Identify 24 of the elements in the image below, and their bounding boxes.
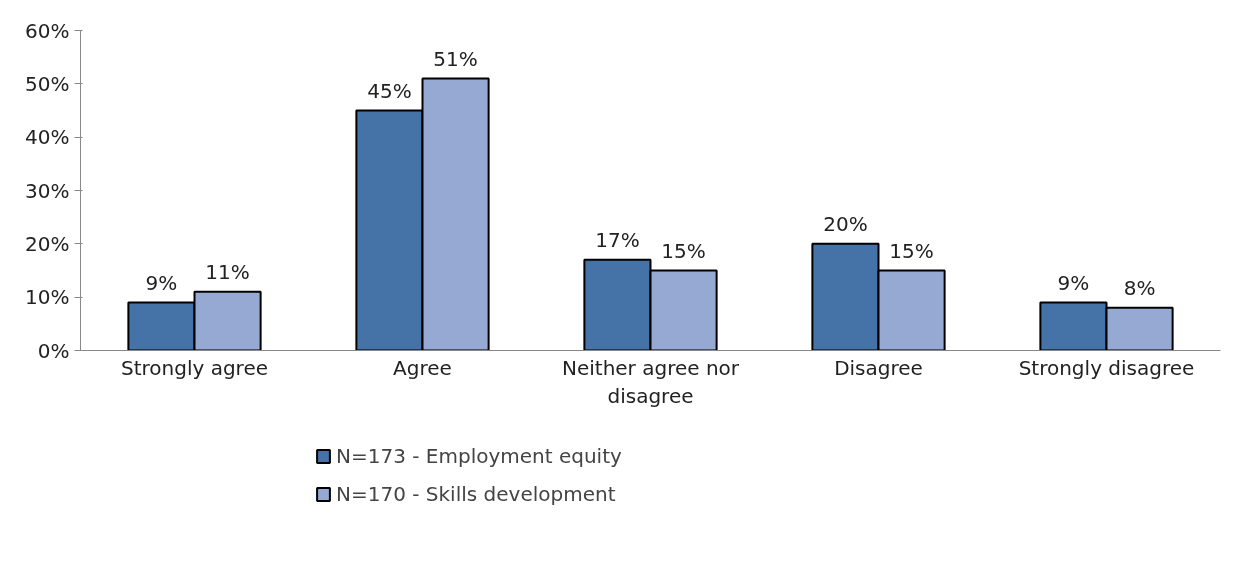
y-tick-label: 30% — [25, 178, 70, 203]
x-tick-label: Strongly agree — [120, 355, 269, 380]
data-label: 20% — [823, 211, 868, 236]
y-tick-label: 50% — [25, 71, 70, 96]
data-label: 17% — [595, 227, 640, 252]
x-tick-label: Strongly disagree — [1018, 355, 1195, 380]
data-label: 11% — [205, 259, 250, 284]
data-label: 51% — [433, 46, 478, 71]
data-label: 15% — [889, 238, 934, 263]
y-tick-label: 40% — [25, 125, 70, 150]
legend-label: N=170 - Skills development — [336, 482, 616, 506]
data-label: 45% — [367, 78, 412, 103]
x-tick-label: Neither agree nor disagree — [561, 355, 740, 409]
y-tick-label: 60% — [25, 18, 70, 43]
data-label: 15% — [661, 238, 706, 263]
data-label: 8% — [1123, 275, 1156, 300]
x-tick-label: Disagree — [834, 355, 923, 380]
x-tick-label: Agree — [393, 355, 452, 380]
y-tick-label: 10% — [25, 285, 70, 310]
legend-label: N=173 - Employment equity — [336, 444, 622, 468]
data-label: 9% — [145, 270, 178, 295]
y-tick-label: 0% — [37, 338, 70, 363]
y-tick-label: 20% — [25, 231, 70, 256]
data-label: 9% — [1057, 270, 1090, 295]
